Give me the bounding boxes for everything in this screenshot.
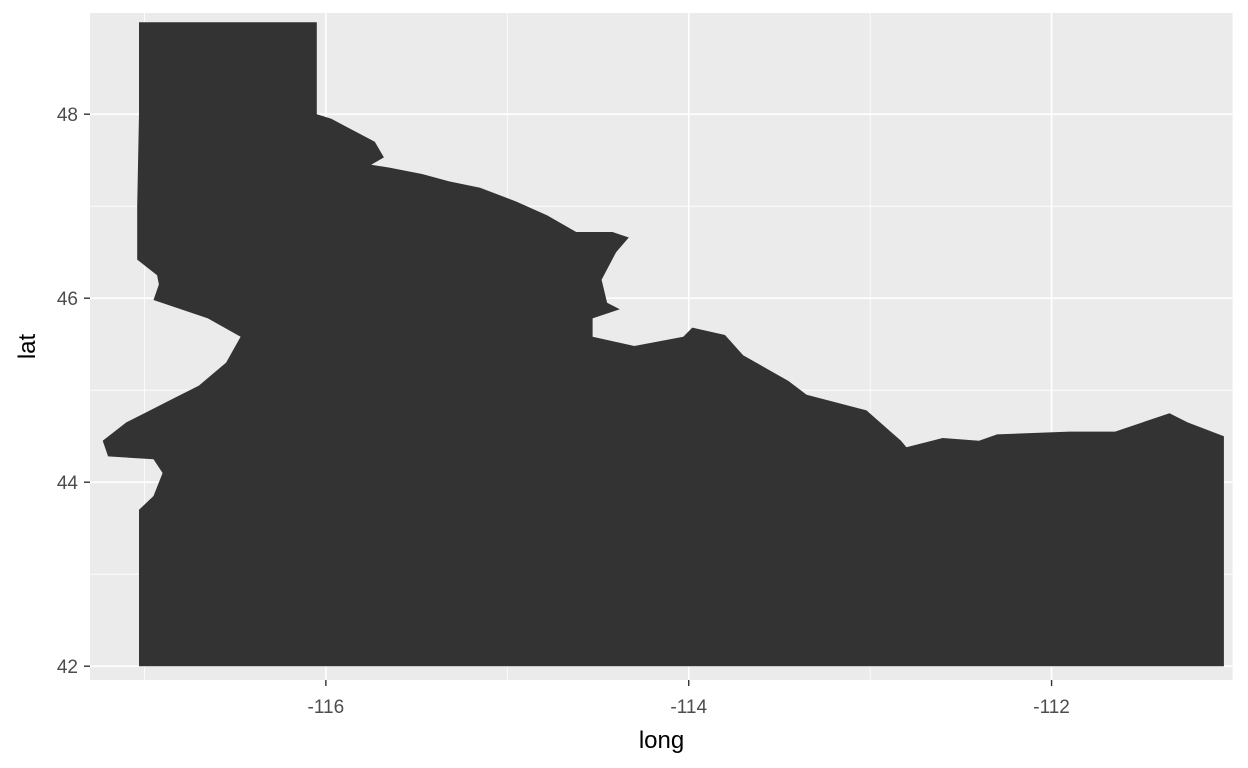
x-axis-title: long: [639, 727, 684, 754]
x-tick-label: -112: [1033, 697, 1070, 718]
y-tick-label: 44: [57, 473, 79, 494]
x-tick-label: -116: [308, 697, 345, 718]
x-axis-ticks: -116 -114 -112: [308, 680, 1070, 718]
map-regions: [102, 22, 1224, 667]
y-tick-label: 42: [57, 657, 78, 678]
x-tick-label: -114: [670, 697, 707, 718]
y-axis-title: lat: [14, 334, 41, 360]
y-tick-label: 46: [57, 289, 78, 310]
region-polygon: [102, 22, 1224, 667]
y-tick-label: 48: [57, 105, 78, 126]
y-axis-ticks: 42 44 46 48: [57, 105, 90, 678]
